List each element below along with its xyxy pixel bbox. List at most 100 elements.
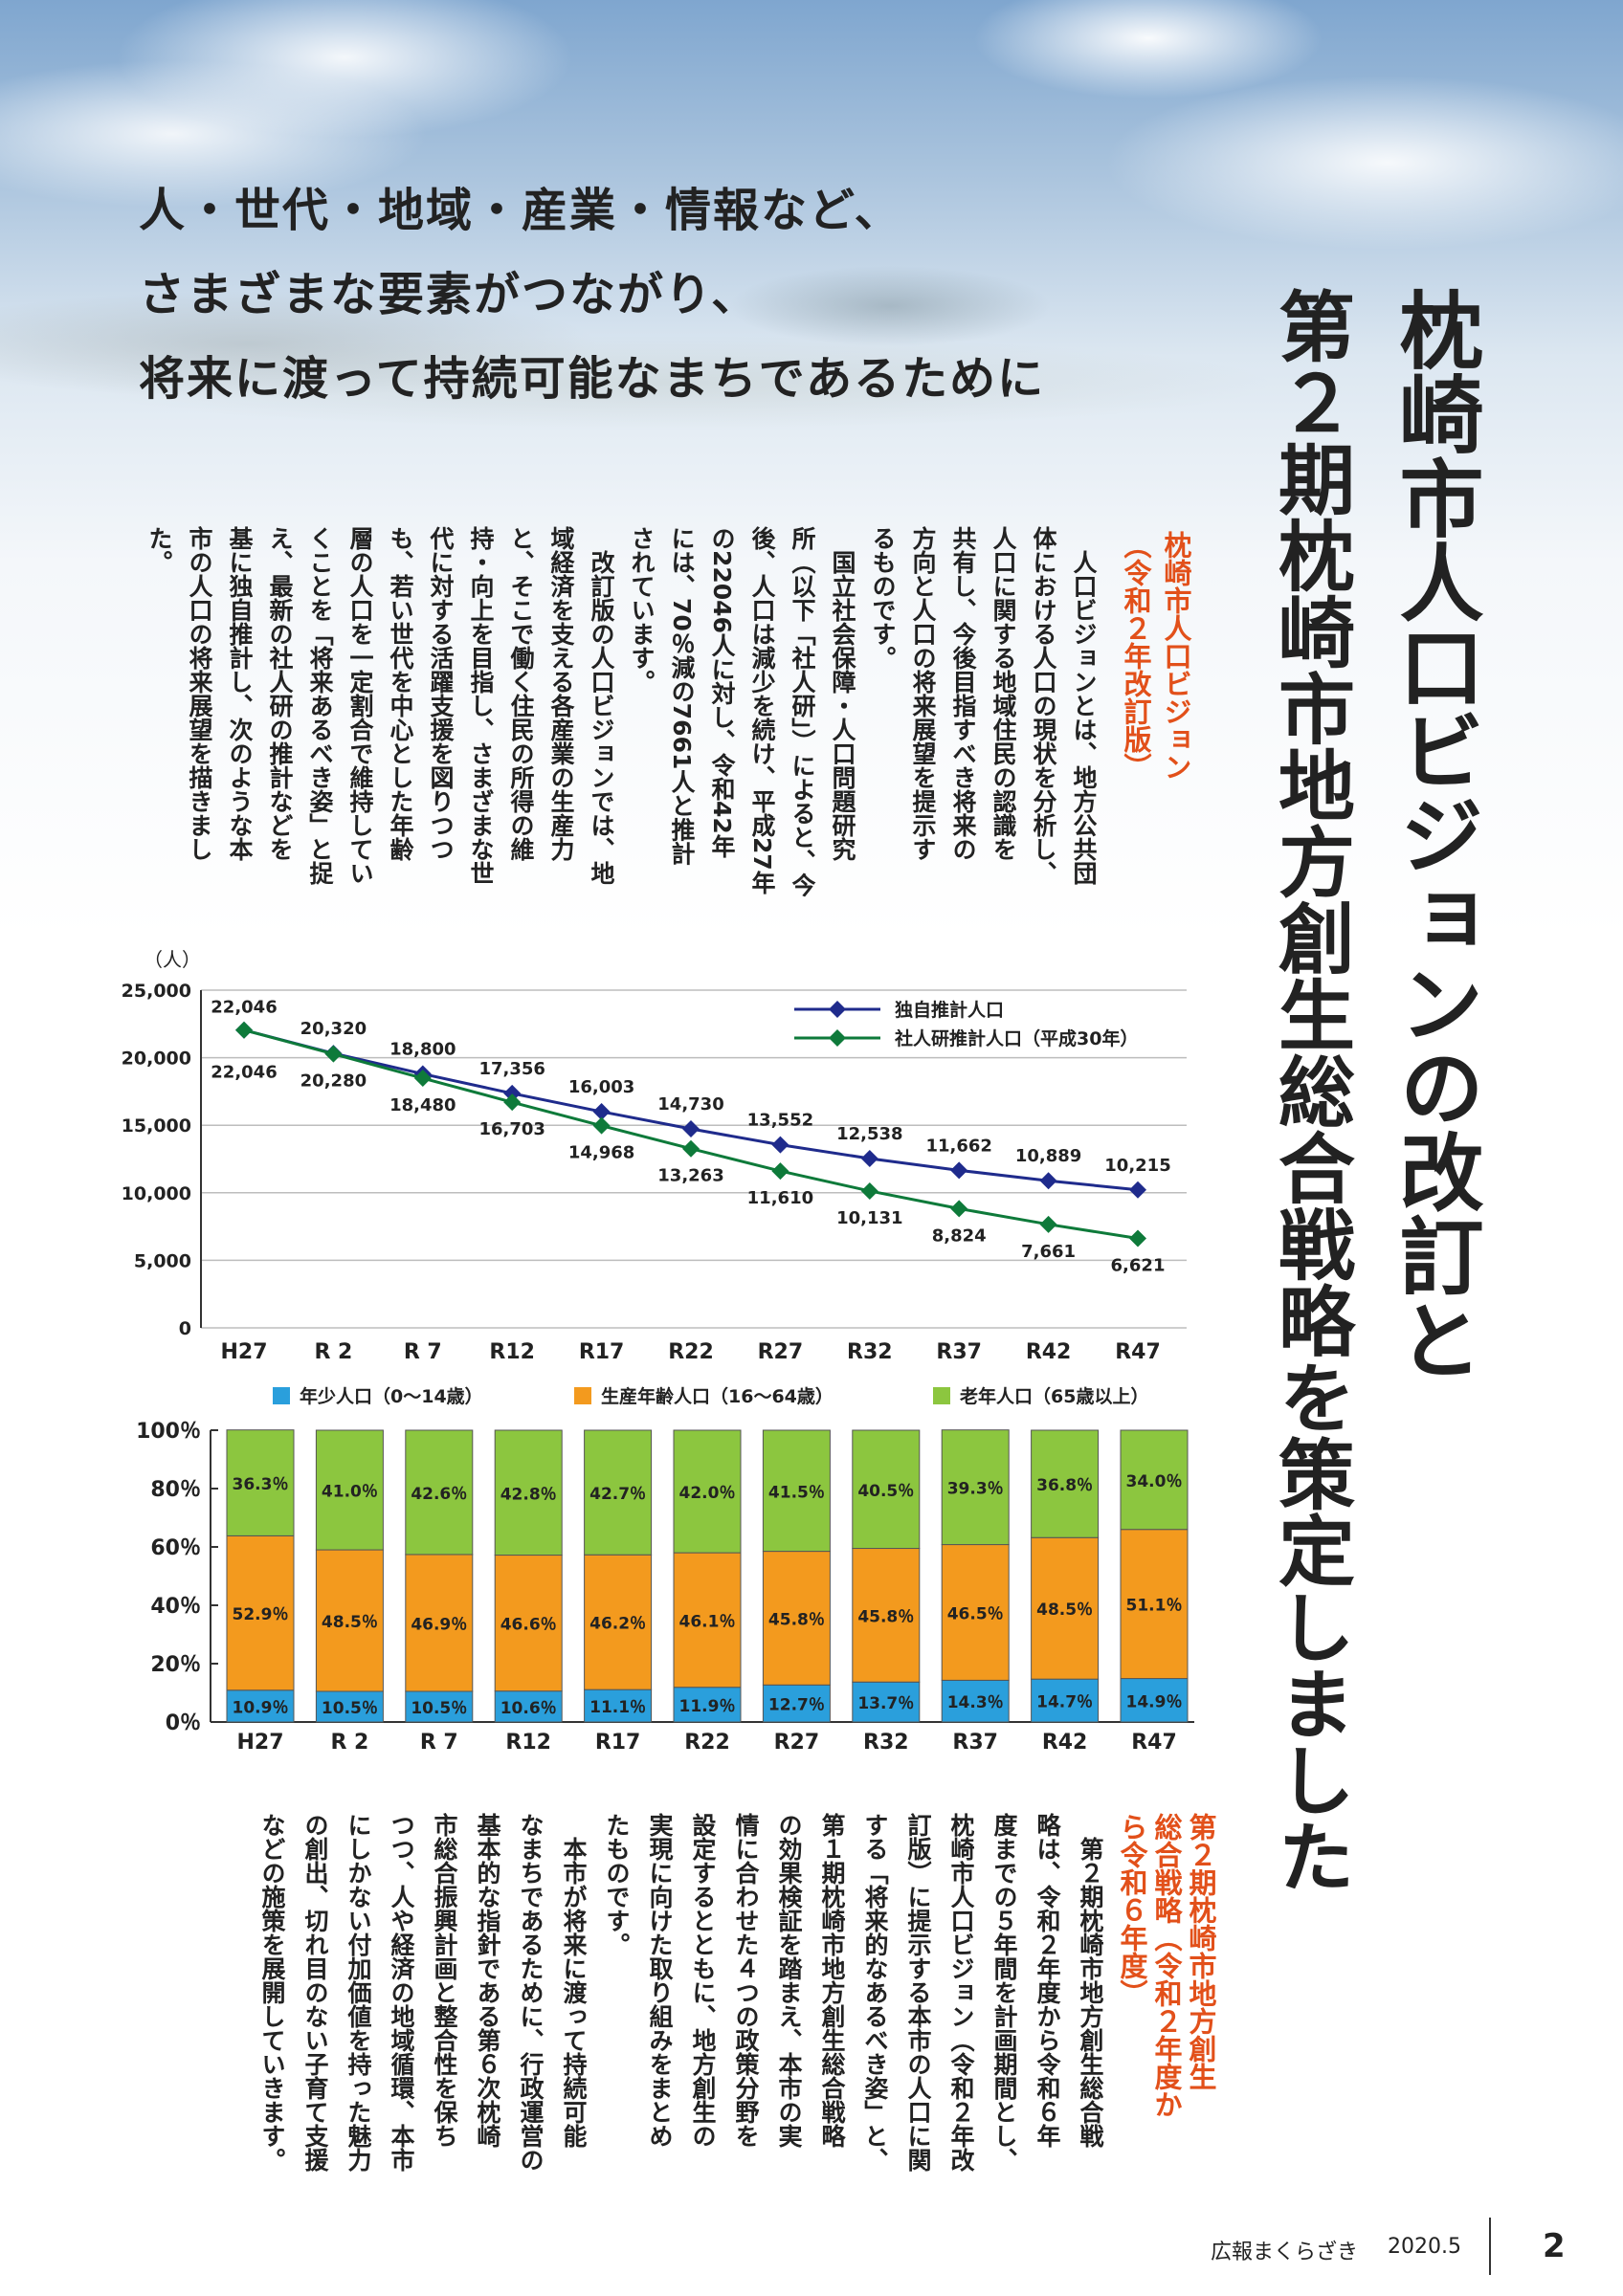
- vision-body-line-23: た。: [145, 526, 173, 574]
- bar-chart-xtick: R12: [505, 1731, 551, 1751]
- line-chart-data-label: 20,320: [300, 1019, 367, 1039]
- strategy-body-line-15: 市総合振興計画と整合性を保ち: [431, 1813, 458, 2148]
- bar-chart-legend-label: 年少人口（0～14歳）: [300, 1385, 483, 1407]
- bar-chart-segment-label: 46.1％: [679, 1612, 736, 1631]
- bar-chart-segment: [494, 1429, 563, 1556]
- vision-heading: 枕崎市人口ビジョン （令和２年改訂版）: [1101, 531, 1196, 818]
- bar-chart-segment: [762, 1429, 831, 1553]
- strategy-body-line-11: たものです。: [603, 1813, 631, 1956]
- line-chart-point: [950, 1161, 968, 1180]
- bar-chart-segment-label: 14.3％: [947, 1693, 1004, 1712]
- bar-chart-ytick: 0％: [166, 1711, 201, 1735]
- intro-line-1: 人・世代・地域・産業・情報など、: [139, 184, 902, 237]
- bar-chart-xtick: R37: [952, 1731, 998, 1751]
- vision-body-line-11: されています。: [628, 526, 656, 694]
- line-chart-point: [682, 1120, 700, 1138]
- bar-chart-segment-label: 11.9％: [679, 1697, 736, 1716]
- bar-chart-segment: [1120, 1429, 1189, 1531]
- bar-chart-segment-label: 10.5％: [411, 1699, 467, 1718]
- strategy-body-line-14: 基本的な指針である第６次枕崎: [474, 1813, 501, 2148]
- line-chart-data-label: 6,621: [1111, 1256, 1166, 1276]
- line-chart-xtick: R 2: [314, 1340, 352, 1364]
- bar-chart-segment-label: 39.3％: [947, 1480, 1004, 1499]
- bar-chart-segment: [315, 1549, 384, 1692]
- line-chart-data-label: 11,610: [747, 1188, 813, 1208]
- strategy-body-line-2: 度までの５年間を計画期間とし、: [990, 1813, 1018, 2172]
- bar-chart-segment: [226, 1429, 295, 1536]
- bar-chart-xtick: R27: [774, 1731, 820, 1751]
- bar-chart-segment: [941, 1429, 1010, 1546]
- line-chart-data-label: 22,046: [211, 1063, 277, 1083]
- bar-chart-xtick: R32: [863, 1731, 909, 1751]
- vision-body-line-15: 持・向上を目指し、さまざまな世: [467, 526, 495, 885]
- line-chart-point: [950, 1200, 968, 1218]
- line-chart-point: [503, 1093, 522, 1112]
- bar-chart-xtick: R17: [595, 1731, 641, 1751]
- bar-chart-segment-label: 11.1％: [589, 1698, 646, 1717]
- line-chart-ytick: 20,000: [122, 1049, 191, 1070]
- vision-body-line-13: 域経済を支える各産業の生産力: [547, 526, 575, 861]
- bar-chart-legend-label: 生産年齢人口（16～64歳）: [601, 1385, 834, 1407]
- bar-chart-segment: [941, 1679, 1010, 1723]
- strategy-body-line-16: つつ、人や経済の地域循環、本市: [388, 1813, 415, 2172]
- line-chart-xtick: R22: [668, 1340, 714, 1364]
- line-chart-xtick: R32: [847, 1340, 893, 1364]
- vision-body-line-9: の22046人に対し、令和42年: [708, 526, 736, 858]
- line-chart-point: [771, 1162, 789, 1181]
- bar-chart-segment-label: 42.0％: [679, 1484, 736, 1503]
- bar-chart-segment-label: 40.5％: [857, 1482, 914, 1501]
- line-chart-data-label: 8,824: [932, 1225, 987, 1246]
- line-chart-point: [1039, 1215, 1057, 1233]
- bar-chart-legend-swatch: [574, 1387, 591, 1404]
- line-chart-data-label: 10,889: [1015, 1146, 1081, 1166]
- line-chart-point: [235, 1021, 253, 1039]
- intro-line-3: 将来に渡って持続可能なまちであるために: [139, 352, 1046, 406]
- line-chart-data-label: 16,703: [478, 1119, 545, 1139]
- bar-chart-segment: [584, 1554, 653, 1690]
- page-number: 2: [1543, 2227, 1566, 2265]
- bar-chart-segment: [1120, 1678, 1189, 1723]
- line-chart-xtick: R47: [1115, 1340, 1161, 1364]
- vision-body-line-8: 後、人口は減少を続け、平成27年: [748, 526, 776, 894]
- intro-line-2: さまざまな要素がつながり、: [139, 268, 760, 321]
- sky-background: [0, 0, 1623, 938]
- line-chart-ytick: 10,000: [122, 1183, 191, 1204]
- line-chart-data-label: 12,538: [836, 1124, 902, 1144]
- line-chart-xtick: R17: [579, 1340, 625, 1364]
- vision-body-line-6: 国立社会保障・人口問題研究: [829, 526, 856, 861]
- bar-chart-segment-label: 36.8％: [1036, 1476, 1093, 1495]
- strategy-body-line-18: の創出、切れ目のない子育て支援: [301, 1813, 329, 2172]
- bar-chart-segment: [405, 1554, 474, 1692]
- line-chart-point: [1129, 1229, 1146, 1247]
- bar-chart-segment: [1031, 1536, 1100, 1680]
- bar-chart-xtick: R47: [1131, 1731, 1177, 1751]
- bar-chart-ytick: 40％: [150, 1595, 201, 1619]
- bar-chart-segment: [852, 1681, 921, 1723]
- footer-issue: 2020.5: [1388, 2235, 1461, 2259]
- bar-chart-segment-label: 10.5％: [322, 1699, 378, 1718]
- line-chart-data-label: 10,131: [836, 1208, 902, 1228]
- line-chart-data-label: 17,356: [478, 1059, 545, 1079]
- line-chart-data-label: 7,661: [1021, 1242, 1076, 1262]
- line-chart-data-label: 18,800: [389, 1040, 456, 1060]
- line-chart-data-label: 14,968: [568, 1143, 634, 1163]
- bar-chart-xtick: R 2: [330, 1731, 368, 1751]
- bar-chart-segment-label: 10.6％: [500, 1699, 557, 1718]
- vision-body-line-0: 人口ビジョンとは、地方公共団: [1070, 526, 1098, 885]
- line-chart-ytick: 25,000: [122, 981, 191, 1002]
- line-chart-data-label: 16,003: [568, 1077, 634, 1097]
- line-chart-point: [860, 1181, 878, 1200]
- line-chart-legend-marker: [829, 1001, 846, 1018]
- bar-chart-segment-label: 42.6％: [411, 1485, 467, 1504]
- line-chart-point: [1039, 1172, 1057, 1190]
- strategy-body-line-8: 情に合わせた４つの政策分野を: [732, 1813, 760, 2148]
- strategy-heading: 第２期枕崎市地方創生 総合戦略（令和２年度か ら令和６年度）: [1110, 1813, 1217, 2118]
- bar-chart-segment: [762, 1551, 831, 1686]
- bar-chart-segment: [584, 1689, 653, 1723]
- bar-chart-segment-label: 45.8％: [768, 1610, 825, 1629]
- vision-heading-line-0: 枕崎市人口ビジョン: [1160, 531, 1192, 781]
- bar-chart-segment-label: 52.9％: [233, 1605, 289, 1624]
- line-chart-data-label: 10,215: [1104, 1156, 1170, 1176]
- vision-body-line-2: 人口に関する地域住民の認識を: [989, 526, 1017, 861]
- vision-body-line-7: 所（以下「社人研」）によると、今: [789, 526, 816, 897]
